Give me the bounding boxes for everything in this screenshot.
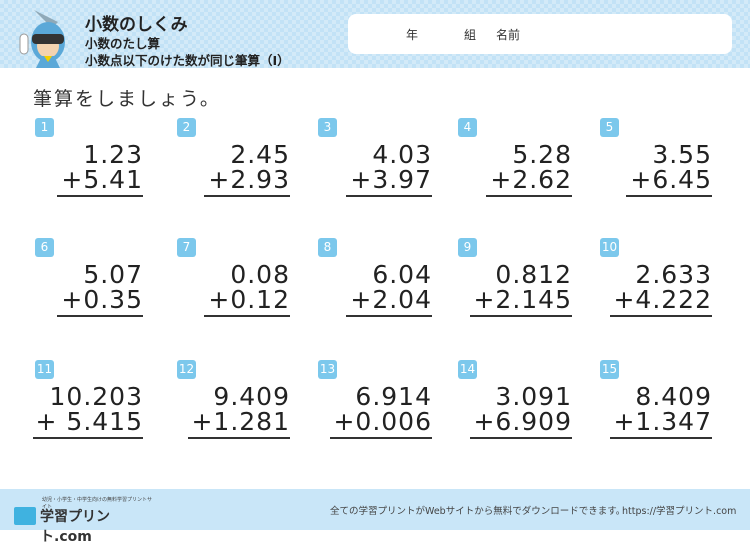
problem-number-badge: 9 (458, 238, 477, 257)
addend-top: 3.091 (495, 382, 572, 411)
header: 小数のしくみ 小数のたし算 小数点以下のけた数が同じ筆算（I） 年 組 名前 (0, 0, 750, 68)
answer-line (610, 437, 712, 439)
addend-bottom: +0.006 (333, 407, 432, 436)
answer-line (33, 437, 143, 439)
addend-top: 3.55 (652, 140, 712, 169)
addend-top: 4.03 (372, 140, 432, 169)
problem-number-badge: 7 (177, 238, 196, 257)
footer: 幼児・小学生・中学生向けの無料学習プリントサイト 学習プリント.com 全ての学… (0, 489, 750, 545)
addend-bottom: +4.222 (613, 285, 712, 314)
addend-bottom: + 5.415 (35, 407, 143, 436)
problem-14: 14 3.091 +6.909 (458, 360, 572, 460)
problem-2: 2 2.45 +2.93 (177, 118, 290, 218)
problem-number-badge: 2 (177, 118, 196, 137)
problem-12: 12 9.409 +1.281 (177, 360, 290, 460)
addend-bottom: +2.04 (350, 285, 432, 314)
addend-bottom: +1.347 (613, 407, 712, 436)
answer-line (346, 315, 432, 317)
worksheet-title: 小数のしくみ (85, 15, 188, 35)
logo-tagline: 幼児・小学生・中学生向けの無料学習プリントサイト (42, 497, 153, 510)
problem-11: 11 10.203 + 5.415 (33, 360, 143, 460)
answer-line (470, 437, 572, 439)
addend-top: 0.812 (495, 260, 572, 289)
addend-top: 8.409 (635, 382, 712, 411)
problem-number-badge: 10 (600, 238, 619, 257)
problem-3: 3 4.03 +3.97 (318, 118, 432, 218)
worksheet-topic: 小数点以下のけた数が同じ筆算（I） (85, 53, 290, 68)
problem-number-badge: 12 (177, 360, 196, 379)
name-box[interactable]: 年 組 名前 (348, 14, 732, 54)
logo-icon (14, 507, 36, 525)
addend-top: 2.45 (230, 140, 290, 169)
addend-top: 0.08 (230, 260, 290, 289)
problem-7: 7 0.08 +0.12 (177, 238, 290, 338)
problem-13: 13 6.914 +0.006 (318, 360, 432, 460)
site-logo: 幼児・小学生・中学生向けの無料学習プリントサイト 学習プリント.com (14, 495, 154, 545)
problem-number-badge: 13 (318, 360, 337, 379)
answer-line (204, 315, 290, 317)
addend-top: 6.914 (355, 382, 432, 411)
addend-bottom: +2.62 (490, 165, 572, 194)
addend-top: 2.633 (635, 260, 712, 289)
addend-bottom: +6.45 (630, 165, 712, 194)
problem-15: 15 8.409 +1.347 (600, 360, 712, 460)
year-label: 年 (406, 28, 419, 42)
addend-bottom: +1.281 (191, 407, 290, 436)
problem-9: 9 0.812 +2.145 (458, 238, 572, 338)
name-label: 名前 (496, 28, 521, 42)
answer-line (346, 195, 432, 197)
answer-line (610, 315, 712, 317)
addend-bottom: +2.93 (208, 165, 290, 194)
worksheet-subtitle: 小数のたし算 (85, 36, 161, 51)
answer-line (330, 437, 432, 439)
answer-line (204, 195, 290, 197)
problem-number-badge: 6 (35, 238, 54, 257)
addend-top: 5.07 (83, 260, 143, 289)
answer-line (57, 315, 143, 317)
footer-message: 全ての学習プリントがWebサイトから無料でダウンロードできます。 (330, 506, 626, 517)
problem-number-badge: 3 (318, 118, 337, 137)
addend-bottom: +6.909 (473, 407, 572, 436)
instruction: 筆算をしましょう。 (33, 88, 221, 110)
addend-top: 1.23 (83, 140, 143, 169)
problem-number-badge: 1 (35, 118, 54, 137)
footer-url[interactable]: https://学習プリント.com (622, 506, 737, 517)
problem-8: 8 6.04 +2.04 (318, 238, 432, 338)
addend-top: 6.04 (372, 260, 432, 289)
problem-number-badge: 4 (458, 118, 477, 137)
problem-number-badge: 15 (600, 360, 619, 379)
problem-6: 6 5.07 +0.35 (35, 238, 143, 338)
problem-number-badge: 11 (35, 360, 54, 379)
addend-top: 9.409 (213, 382, 290, 411)
addend-top: 5.28 (512, 140, 572, 169)
problem-10: 10 2.633 +4.222 (600, 238, 712, 338)
answer-line (470, 315, 572, 317)
addend-bottom: +0.35 (61, 285, 143, 314)
problem-4: 4 5.28 +2.62 (458, 118, 572, 218)
problem-1: 1 1.23 +5.41 (35, 118, 143, 218)
mascot-icon (19, 10, 65, 68)
problem-number-badge: 5 (600, 118, 619, 137)
answer-line (57, 195, 143, 197)
addend-bottom: +2.145 (473, 285, 572, 314)
addend-bottom: +5.41 (61, 165, 143, 194)
addend-top: 10.203 (49, 382, 143, 411)
answer-line (626, 195, 712, 197)
class-label: 組 (464, 28, 477, 42)
logo-text: 学習プリント.com (40, 509, 110, 545)
problem-number-badge: 8 (318, 238, 337, 257)
answer-line (486, 195, 572, 197)
problem-number-badge: 14 (458, 360, 477, 379)
addend-bottom: +3.97 (350, 165, 432, 194)
answer-line (188, 437, 290, 439)
problem-5: 5 3.55 +6.45 (600, 118, 712, 218)
addend-bottom: +0.12 (208, 285, 290, 314)
